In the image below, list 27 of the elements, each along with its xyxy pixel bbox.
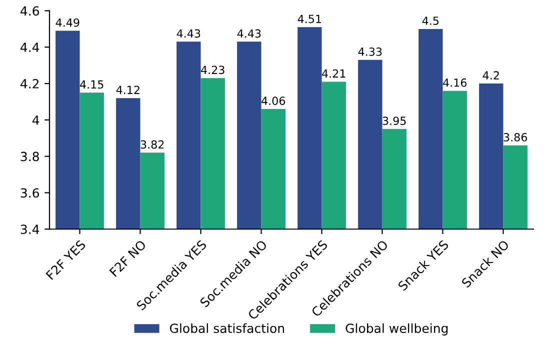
legend-label: Global satisfaction	[170, 323, 284, 334]
data-label: 3.95	[382, 116, 406, 126]
data-label: 4.15	[80, 80, 104, 89]
data-label: 4.51	[298, 14, 321, 24]
data-label: 4.43	[237, 29, 261, 38]
x-tick-label: F2F YES	[46, 239, 86, 280]
data-label: 4.5	[422, 16, 439, 25]
y-tick-label: 3.8	[20, 152, 39, 162]
data-label: 4.49	[56, 18, 80, 27]
data-label: 4.2	[482, 71, 499, 80]
x-tick-label: F2F NO	[109, 239, 147, 277]
y-tick-label: 4	[32, 116, 40, 125]
data-label: 4.43	[176, 29, 200, 38]
y-tick-label: 4.4	[20, 42, 40, 52]
y-tick-label: 4.2	[20, 79, 39, 88]
data-label: 4.21	[322, 69, 346, 78]
data-label: 4.33	[358, 48, 382, 56]
y-tick-label: 4.6	[20, 6, 39, 16]
data-label: 3.82	[140, 140, 164, 149]
legend-label: Global wellbeing	[346, 323, 448, 336]
y-tick-label: 3.4	[20, 224, 40, 234]
data-label: 4.12	[116, 86, 140, 94]
data-label: 4.06	[262, 96, 286, 106]
data-label: 4.16	[443, 78, 467, 87]
data-label: 4.23	[201, 66, 224, 74]
data-label: 3.86	[504, 133, 528, 142]
y-tick-label: 3.6	[20, 188, 39, 198]
